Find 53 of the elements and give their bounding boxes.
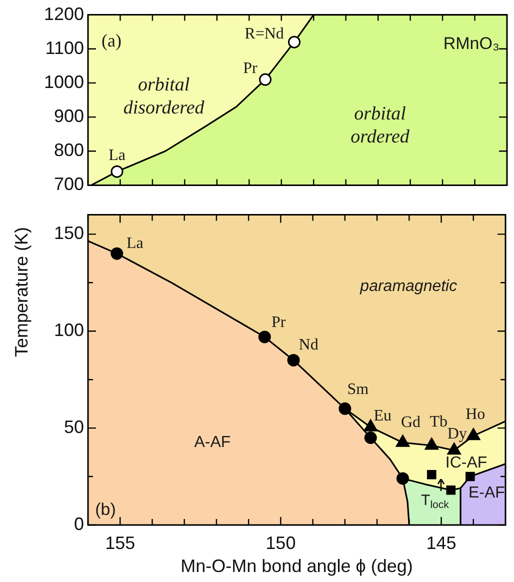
- annotation: La: [126, 234, 144, 252]
- x-tick-label: 155: [105, 532, 136, 553]
- y-tick-label: 1100: [45, 38, 84, 58]
- annotation: RMnO₃: [443, 34, 500, 54]
- annotation: IC-AF: [445, 454, 488, 472]
- point: [466, 428, 480, 440]
- annotation: Sm: [347, 380, 370, 398]
- y-tick-label: 100: [54, 320, 84, 340]
- annotation: Dy: [447, 426, 467, 443]
- point: [446, 485, 456, 495]
- y-tick-label: 1000: [44, 72, 84, 92]
- point: [364, 432, 377, 444]
- point: [110, 247, 124, 260]
- x-tick-label: 145: [426, 532, 456, 553]
- x-axis-title: Mn-O-Mn bond angle ϕ (deg): [180, 556, 413, 576]
- point: [466, 472, 475, 482]
- point: [364, 419, 378, 432]
- y-tick-label: 700: [54, 174, 84, 194]
- annotation: Gd: [400, 414, 421, 431]
- annotation: Tb: [430, 414, 448, 431]
- annotation: La: [108, 146, 126, 164]
- point: [338, 402, 352, 415]
- annotation: Eu: [374, 407, 392, 424]
- annotation: R=Nd: [244, 25, 284, 42]
- y-tick-label: 0: [74, 514, 84, 534]
- y-tick-label: 900: [54, 106, 84, 126]
- point: [287, 354, 300, 366]
- point: [396, 472, 409, 485]
- y-tick-label: 50: [64, 417, 84, 438]
- point: [259, 73, 272, 86]
- point: [396, 434, 410, 447]
- x-tick-label: 150: [266, 532, 296, 553]
- point: [426, 470, 436, 480]
- annotation: orbital disordered: [123, 74, 205, 119]
- annotation: Nd: [298, 336, 318, 354]
- annotation: Pr: [243, 60, 258, 77]
- annotation: E-AF: [468, 484, 506, 502]
- annotation: paramagnetic: [359, 278, 458, 295]
- annotation: (a): [101, 30, 122, 50]
- point: [288, 36, 301, 48]
- y-tick-label: 800: [54, 140, 84, 160]
- point: [258, 330, 271, 344]
- point: [424, 438, 438, 450]
- annotation: orbital ordered: [350, 103, 410, 148]
- annotation: A-AF: [194, 434, 231, 452]
- point: [447, 442, 461, 455]
- point: [110, 165, 124, 178]
- annotation: Ho: [466, 406, 486, 424]
- y-tick-label: 150: [54, 223, 84, 244]
- y-tick-label: 1200: [44, 4, 84, 24]
- annotation: Pr: [272, 314, 286, 332]
- y-axis-title: Temperature (K): [12, 226, 32, 358]
- annotation: (b): [95, 500, 116, 520]
